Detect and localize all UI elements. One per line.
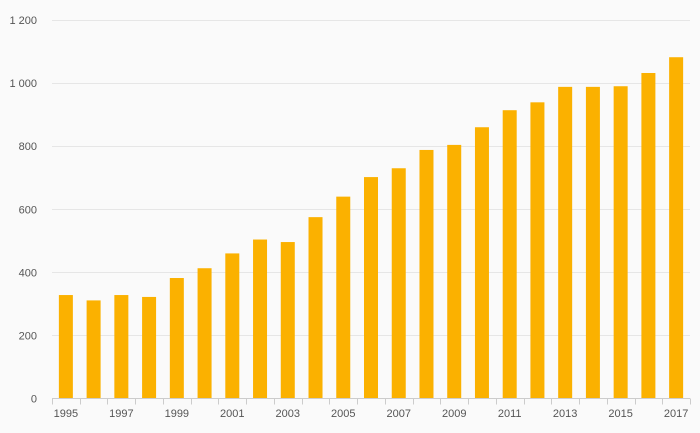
bar-2010 <box>474 127 489 399</box>
bar-1999 <box>169 278 184 399</box>
bar-series <box>58 57 684 399</box>
bar-2000 <box>197 268 212 399</box>
bar-1997 <box>114 295 129 399</box>
bar-2001 <box>225 253 240 399</box>
x-tick-label: 2007 <box>386 408 410 420</box>
y-tick-label: 1 200 <box>9 15 37 27</box>
x-tick-label: 2005 <box>331 408 355 420</box>
bar-2009 <box>447 144 462 399</box>
bar-2006 <box>364 177 378 399</box>
x-axis: 1995 1997 1999 2001 2003 2005 2007 2009 2011 2013… <box>52 398 691 420</box>
y-tick-label: 1 000 <box>9 78 37 90</box>
x-tick-label: 2017 <box>664 408 688 420</box>
bar-2013 <box>558 86 573 399</box>
x-tick-label: 2009 <box>442 408 466 420</box>
x-tick-label: 2003 <box>276 408 300 420</box>
bar-2002 <box>253 239 268 399</box>
bar-2016 <box>641 72 656 399</box>
x-tick-label: 2015 <box>608 408 632 420</box>
x-tick-label: 2013 <box>553 408 577 420</box>
bar-2012 <box>530 102 545 399</box>
y-tick-label: 200 <box>19 330 37 342</box>
x-tick-label: 2001 <box>220 408 244 420</box>
y-axis-labels: 0 200 400 600 800 1 000 1 200 <box>9 15 37 406</box>
bar-1996 <box>86 300 101 399</box>
y-tick-label: 800 <box>19 141 37 153</box>
y-tick-label: 400 <box>19 267 37 279</box>
x-tick-label: 1995 <box>54 408 78 420</box>
y-tick-label: 0 <box>31 394 37 406</box>
bar-2007 <box>391 168 406 399</box>
bar-2004 <box>308 217 323 399</box>
bar-2011 <box>502 110 517 399</box>
x-tick-label: 1997 <box>109 408 133 420</box>
y-tick-label: 600 <box>19 204 37 216</box>
x-tick-label: 2011 <box>498 408 522 420</box>
x-tick-label: 1999 <box>165 408 189 420</box>
bar-2003 <box>280 242 295 399</box>
bar-2014 <box>585 86 600 399</box>
bar-1998 <box>142 296 157 399</box>
bar-2017 <box>669 57 684 399</box>
bar-1995 <box>58 295 73 399</box>
bar-2005 <box>336 196 351 399</box>
bar-2008 <box>419 149 434 399</box>
bar-2015 <box>613 86 628 399</box>
